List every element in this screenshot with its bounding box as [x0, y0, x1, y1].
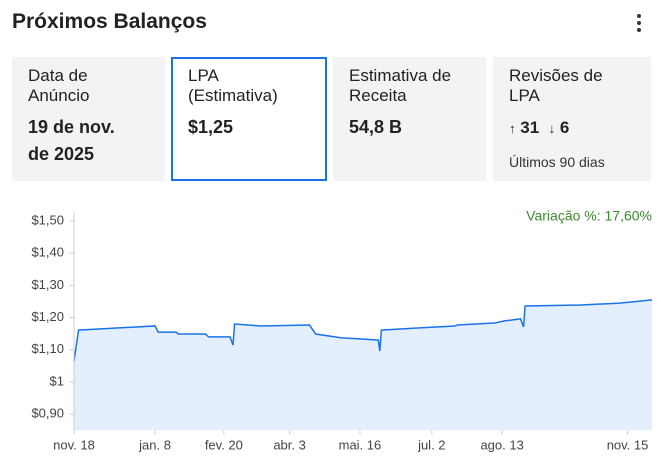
line: [73, 299, 653, 362]
x-tick-label: mai. 16: [339, 438, 382, 453]
y-tick-label: $1,40: [31, 245, 64, 260]
x-tick-label: jan. 8: [138, 438, 171, 453]
menu-button[interactable]: [637, 14, 643, 35]
card-value: 19 de nov. de 2025: [28, 117, 115, 164]
card-note: Últimos 90 dias: [509, 154, 605, 170]
y-tick-label: $1,50: [31, 212, 64, 227]
y-tick-label: $1: [50, 373, 64, 388]
y-tick-label: $1,20: [31, 309, 64, 324]
y-tick-label: $1,10: [31, 341, 64, 356]
x-tick-label: ago. 13: [480, 438, 523, 453]
card-label: Estimativa de Receita: [349, 66, 452, 105]
widget-title: Próximos Balanços: [12, 10, 207, 33]
card[interactable]: Data de Anúncio 19 de nov. de 2025: [12, 57, 165, 181]
y-tick-label: $1,30: [31, 277, 64, 292]
x-tick-label: abr. 3: [273, 438, 306, 453]
card[interactable]: Estimativa de Receita 54,8 B: [333, 57, 486, 181]
x-tick-label: nov. 18: [53, 438, 95, 453]
card-label: Revisões de LPA: [509, 66, 603, 105]
x-tick-label: jul. 2: [417, 438, 445, 453]
up-count: 31: [520, 118, 540, 137]
card-label: LPA (Estimativa): [188, 66, 278, 105]
x-tick-label: nov. 15: [607, 438, 649, 453]
card-label: Data de Anúncio: [28, 66, 90, 105]
card-value: $1,25: [188, 117, 234, 137]
card-value: 54,8 B: [349, 117, 403, 137]
annotation: Variação %: 17,60%: [526, 208, 652, 224]
area: [74, 299, 652, 431]
card[interactable]: Revisões de LPA ↑ 31 ↓ 6 Últimos 90 dias: [493, 57, 651, 181]
card[interactable]: LPA (Estimativa) $1,25: [171, 57, 327, 181]
down-count: 6: [559, 118, 570, 137]
card-value: ↑ 31 ↓ 6: [509, 118, 570, 137]
x-tick-label: fev. 20: [205, 438, 243, 453]
y-tick-label: $0,90: [31, 406, 64, 421]
